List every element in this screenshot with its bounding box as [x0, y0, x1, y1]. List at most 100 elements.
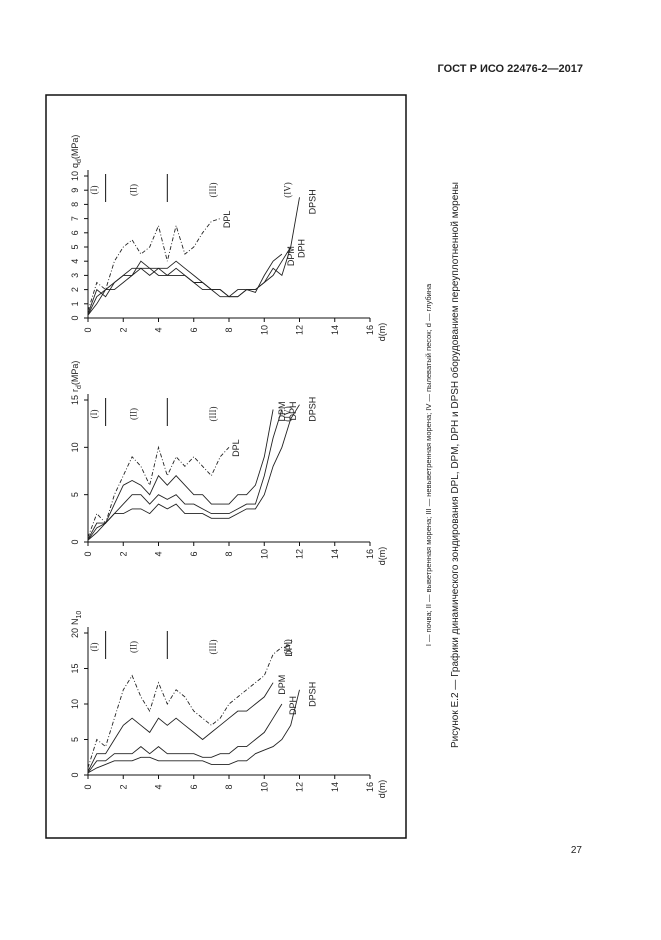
series-label: DPSH: [308, 682, 318, 707]
x-tick-label: 14: [330, 325, 340, 335]
y-axis-label: rd(MPa): [70, 361, 83, 392]
series-line: [87, 646, 283, 769]
series-label: DPSH: [308, 397, 318, 422]
y-tick-label: 15: [70, 663, 80, 673]
y-tick-label: 10: [70, 171, 80, 181]
y-axis-label: qd(MPa): [70, 135, 83, 168]
x-tick-label: 6: [189, 327, 199, 332]
x-tick-label: 8: [224, 784, 234, 789]
series-label: DPSH: [308, 189, 318, 214]
x-tick-label: 8: [224, 327, 234, 332]
y-label-main: N: [70, 619, 80, 626]
y-tick-label: 9: [70, 188, 80, 193]
zone-label: (IV): [283, 406, 293, 422]
series-line: [87, 246, 292, 316]
y-tick-label: 15: [70, 395, 80, 405]
x-tick-label: 4: [154, 551, 164, 556]
x-tick-label: 16: [365, 549, 375, 559]
series-line: [87, 218, 221, 312]
y-tick-label: 8: [70, 202, 80, 207]
y-tick-label: 20: [70, 628, 80, 638]
y-tick-label: 4: [70, 259, 80, 264]
series-line: [87, 409, 274, 540]
x-tick-label: 10: [259, 782, 269, 792]
series-line: [87, 197, 300, 316]
zone-label: (II): [128, 641, 138, 653]
x-tick-label: 0: [83, 784, 93, 789]
y-label-sub: 10: [76, 611, 83, 619]
x-tick-label: 6: [189, 551, 199, 556]
zone-label: (III): [208, 640, 218, 655]
y-tick-label: 3: [70, 273, 80, 278]
series-line: [87, 404, 300, 541]
x-tick-label: 2: [118, 784, 128, 789]
y-tick-label: 10: [70, 699, 80, 709]
zone-label: (II): [128, 408, 138, 420]
series-label: DPL: [284, 639, 294, 657]
x-tick-label: 16: [365, 325, 375, 335]
y-label-main: q: [70, 163, 80, 168]
y-tick-label: 0: [70, 772, 80, 777]
x-tick-label: 12: [295, 325, 305, 335]
series-label: DPH: [288, 401, 298, 420]
zone-label: (I): [89, 186, 99, 195]
y-tick-label: 7: [70, 216, 80, 221]
y-tick-label: 10: [70, 442, 80, 452]
series-label: DPL: [231, 439, 241, 457]
zone-label: (I): [89, 643, 99, 652]
series-label: DPM: [277, 401, 287, 421]
x-tick-label: 0: [83, 551, 93, 556]
y-label-sub: d: [76, 159, 83, 163]
zone-label: (II): [128, 184, 138, 196]
x-axis-label: d(m): [377, 323, 387, 342]
y-label-unit: (MPa): [70, 135, 80, 160]
series-line: [87, 703, 283, 774]
series-line: [87, 445, 230, 538]
page-number: 27: [571, 845, 583, 856]
y-tick-label: 5: [70, 737, 80, 742]
y-tick-label: 5: [70, 244, 80, 249]
x-tick-label: 2: [118, 551, 128, 556]
x-tick-label: 0: [83, 327, 93, 332]
series-line: [87, 253, 283, 314]
zone-label: (I): [89, 410, 99, 419]
figure-frame: [45, 94, 407, 839]
series-label: DPH: [297, 239, 307, 258]
legend-note: I — почва; II — выветренная морена; III …: [424, 283, 433, 646]
series-label: DPM: [277, 675, 287, 695]
series-label: DPM: [286, 246, 296, 266]
x-tick-label: 4: [154, 784, 164, 789]
y-tick-label: 0: [70, 315, 80, 320]
x-tick-label: 2: [118, 327, 128, 332]
zone-label: (IV): [283, 639, 293, 655]
x-axis-label: d(m): [377, 780, 387, 799]
series-label: DPH: [288, 696, 298, 715]
x-tick-label: 12: [295, 549, 305, 559]
y-label-main: r: [70, 389, 80, 392]
zone-label: (III): [208, 183, 218, 198]
y-label-sub: d: [76, 385, 83, 389]
x-tick-label: 8: [224, 551, 234, 556]
x-tick-label: 4: [154, 327, 164, 332]
series-line: [87, 682, 274, 772]
x-tick-label: 12: [295, 782, 305, 792]
zone-label: (III): [208, 407, 218, 422]
x-tick-label: 14: [330, 549, 340, 559]
y-tick-label: 6: [70, 230, 80, 235]
x-axis-label: d(m): [377, 547, 387, 566]
caption: Рисунок E.2 — Графики динамического зонд…: [449, 182, 461, 748]
y-tick-label: 5: [70, 492, 80, 497]
x-tick-label: 16: [365, 782, 375, 792]
y-label-unit: (MPa): [70, 361, 80, 386]
zone-label: (IV): [283, 182, 293, 198]
y-tick-label: 1: [70, 301, 80, 306]
series-line: [87, 409, 283, 541]
x-tick-label: 14: [330, 782, 340, 792]
y-axis-label: N10: [70, 611, 83, 625]
x-tick-label: 6: [189, 784, 199, 789]
y-tick-label: 2: [70, 287, 80, 292]
x-tick-label: 10: [259, 549, 269, 559]
series-label: DPL: [222, 211, 232, 229]
